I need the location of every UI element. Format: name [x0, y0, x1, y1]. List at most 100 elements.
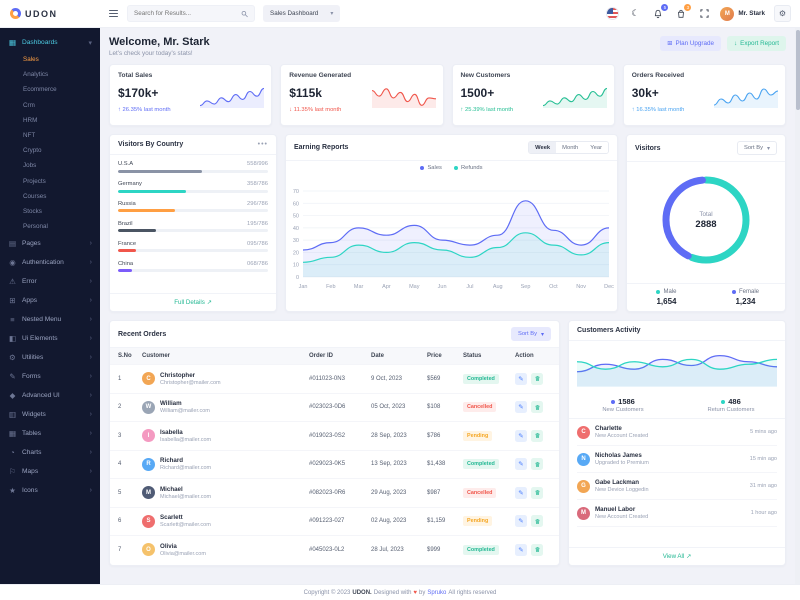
sidebar-item[interactable]: ⚙ Utilities ›	[0, 348, 100, 367]
sidebar-subitem[interactable]: Analytics	[0, 67, 100, 82]
user-menu[interactable]: M Mr. Stark	[720, 6, 765, 21]
activity-stat: 486 Return Customers	[677, 397, 785, 413]
export-report-button[interactable]: ↓ Export Report	[726, 36, 786, 51]
sidebar-item[interactable]: ⚠ Error ›	[0, 272, 100, 291]
country-row: U.S.A 558/996	[118, 157, 268, 177]
sidebar-item[interactable]: ◆ Advanced UI ›	[0, 386, 100, 405]
delete-button[interactable]	[531, 401, 543, 414]
orders-sort-button[interactable]: Sort By ▾	[510, 327, 551, 341]
edit-button[interactable]: ✎	[515, 429, 527, 442]
period-tab[interactable]: Week	[529, 142, 557, 153]
order-date: 28 Sep, 2023	[371, 432, 407, 439]
edit-button[interactable]: ✎	[515, 515, 527, 528]
delete-button[interactable]	[531, 429, 543, 442]
sidebar-subitem-label: Ecommerce	[23, 86, 57, 94]
order-id: #023023-0D6	[309, 404, 346, 411]
search-input[interactable]	[134, 10, 237, 17]
sidebar-subitem[interactable]: Jobs	[0, 158, 100, 173]
sidebar-item[interactable]: ◉ Authentication ›	[0, 253, 100, 272]
sidebar-item[interactable]: ▥ Widgets ›	[0, 405, 100, 424]
customer-email: Olivia@mailer.com	[160, 550, 206, 557]
sidebar-item[interactable]: ▦ Tables ›	[0, 424, 100, 443]
notifications-button[interactable]: 5	[651, 3, 669, 21]
table-row[interactable]: 7 O Olivia Olivia@mailer.com #045023-0L2…	[110, 535, 559, 564]
chevron-right-icon: ›	[89, 354, 92, 362]
dashboard-select[interactable]: Sales Dashboard ▾	[263, 5, 341, 22]
delete-button[interactable]	[531, 486, 543, 499]
delete-button[interactable]	[531, 458, 543, 471]
sidebar-item[interactable]: ≡ Nested Menu ›	[0, 310, 100, 329]
sidebar-subitem[interactable]: Projects	[0, 174, 100, 189]
table-row[interactable]: 5 M Michael Michael@mailer.com #082023-0…	[110, 478, 559, 507]
edit-button[interactable]: ✎	[515, 486, 527, 499]
fullscreen-button[interactable]	[697, 7, 711, 21]
settings-button[interactable]: ⚙	[774, 5, 791, 22]
table-row[interactable]: 4 R Richard Richard@mailer.com #029023-0…	[110, 449, 559, 479]
sidebar-toggle-icon[interactable]	[109, 9, 118, 18]
sidebar-item-dashboards[interactable]: ▦ Dashboards ▾	[0, 33, 100, 52]
table-row[interactable]: 2 W William William@mailer.com #023023-0…	[110, 392, 559, 422]
sidebar-subitem[interactable]: Stocks	[0, 204, 100, 219]
legend-dot	[420, 166, 425, 170]
heart-icon: ♥	[413, 589, 417, 596]
sidebar-subitem[interactable]: Ecommerce	[0, 82, 100, 97]
chevron-right-icon: ›	[89, 487, 92, 495]
table-row[interactable]: 3 I Isabella Isabella@mailer.com #019023…	[110, 421, 559, 450]
legend-item: Sales	[420, 165, 442, 171]
orders-table-header: S.No Customer Order ID Date Price Status Actio…	[110, 348, 559, 364]
scrollbar-thumb[interactable]	[795, 30, 800, 110]
sidebar-subitem[interactable]: Crypto	[0, 143, 100, 158]
sidebar-item-label: Error	[22, 278, 37, 286]
brand-logo[interactable]: UDON	[0, 8, 100, 19]
sidebar-item[interactable]: ▤ Pages ›	[0, 234, 100, 253]
sidebar-subitem[interactable]: Courses	[0, 189, 100, 204]
list-item[interactable]: G Gabe Lackman New Device Loggedin 31 mi…	[577, 473, 777, 500]
edit-button[interactable]: ✎	[515, 543, 527, 556]
sidebar-subitem[interactable]: Sales	[0, 52, 100, 67]
edit-button[interactable]: ✎	[515, 401, 527, 414]
edit-button[interactable]: ✎	[515, 372, 527, 385]
list-item[interactable]: C Charlette New Account Created 5 mins a…	[577, 419, 777, 446]
chart-legend: Sales Refunds	[286, 161, 617, 171]
chevron-right-icon: ›	[89, 411, 92, 419]
sidebar-subitem[interactable]: NFT	[0, 128, 100, 143]
full-details-link[interactable]: Full Details ↗	[110, 293, 276, 311]
sidebar-item[interactable]: ⚐ Maps ›	[0, 462, 100, 481]
language-flag-icon[interactable]	[606, 7, 620, 20]
delete-button[interactable]	[531, 372, 543, 385]
sidebar-item[interactable]: ◔ Charts ›	[0, 443, 100, 462]
stat-value: 30k+	[631, 86, 659, 100]
edit-button[interactable]: ✎	[515, 458, 527, 471]
customer-email: Richard@mailer.com	[160, 465, 212, 472]
sidebar-item[interactable]: ✎ Forms ›	[0, 367, 100, 386]
search-box[interactable]	[127, 5, 255, 22]
delete-button[interactable]	[531, 543, 543, 556]
visitors-legend-item: Male 1,654	[627, 284, 706, 311]
list-item[interactable]: N Nicholas James Upgraded to Premium 15 …	[577, 446, 777, 473]
customer-name: Scarlett	[160, 514, 183, 522]
svg-text:10: 10	[292, 263, 298, 269]
period-tab[interactable]: Month	[556, 142, 585, 153]
period-tab[interactable]: Year	[584, 142, 608, 153]
sidebar-subitem[interactable]: Crm	[0, 98, 100, 113]
table-row[interactable]: 1 C Christopher Christopher@mailer.com #…	[110, 364, 559, 393]
legend-dot	[453, 166, 458, 170]
list-item[interactable]: M Manuel Labor New Account Created 1 hou…	[577, 500, 777, 527]
scrollbar[interactable]	[795, 28, 800, 584]
view-all-link[interactable]: View All ↗	[569, 547, 785, 565]
delete-button[interactable]	[531, 515, 543, 528]
sidebar-subitem[interactable]: HRM	[0, 113, 100, 128]
sidebar-item[interactable]: ★ Icons ›	[0, 481, 100, 500]
sidebar-subitem-label: Sales	[23, 56, 39, 64]
visitors-sort-button[interactable]: Sort By ▾	[736, 141, 777, 155]
visitors-card: Visitors Sort By ▾ Total 2888 Male 1,654	[626, 134, 786, 312]
cart-button[interactable]: 3	[674, 3, 692, 21]
more-options-icon[interactable]: •••	[257, 141, 268, 148]
sidebar-subitem[interactable]: Personal	[0, 219, 100, 234]
designer-link[interactable]: Spruko	[427, 589, 447, 596]
sidebar-item[interactable]: ◧ Ui Elements ›	[0, 329, 100, 348]
dark-mode-icon[interactable]: ☾	[631, 8, 640, 18]
sidebar-item[interactable]: ⊞ Apps ›	[0, 291, 100, 310]
table-row[interactable]: 6 S Scarlett Scarlett@mailer.com #091223…	[110, 506, 559, 536]
plan-upgrade-button[interactable]: ⊞ Plan Upgrade	[660, 36, 721, 51]
